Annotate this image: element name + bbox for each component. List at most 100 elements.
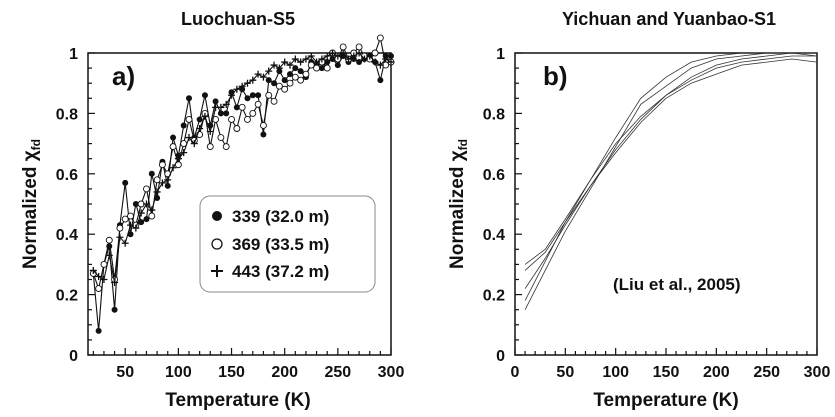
panel-a-xtick-label: 150 — [218, 364, 245, 381]
point-339 — [388, 53, 394, 60]
point-369 — [238, 103, 246, 111]
point-443 — [180, 149, 188, 157]
panel-b-letter: b) — [543, 61, 568, 91]
legend-marker-443 — [211, 265, 223, 277]
point-339 — [255, 92, 262, 99]
point-443 — [222, 100, 230, 108]
point-443 — [196, 125, 204, 132]
point-443 — [158, 179, 166, 187]
point-443 — [323, 52, 331, 60]
point-369 — [158, 161, 166, 169]
point-339 — [287, 71, 293, 78]
point-369 — [127, 212, 134, 220]
point-443 — [105, 251, 113, 259]
point-443 — [233, 85, 241, 93]
panel-b-ytick-label: 0.8 — [483, 106, 505, 123]
point-369 — [148, 212, 156, 220]
point-443 — [275, 64, 283, 72]
legend-label-339: 339 (32.0 m) — [232, 207, 329, 226]
point-443 — [259, 73, 267, 81]
point-339 — [377, 77, 384, 84]
point-443 — [137, 209, 145, 217]
point-339 — [164, 182, 171, 189]
panel-a-ylabel-main: Normalized χ — [20, 150, 41, 269]
panel-a: Luochuan-S5 a) Temperature (K) Normalize… — [20, 9, 404, 411]
point-339 — [138, 219, 145, 226]
point-443 — [291, 55, 299, 63]
panel-a-xtick-label: 100 — [165, 364, 192, 381]
point-369 — [100, 260, 108, 268]
point-339 — [186, 95, 192, 102]
point-339 — [249, 92, 256, 99]
panel-b-xtick-label: 300 — [804, 364, 831, 381]
point-443 — [190, 140, 198, 148]
point-369 — [355, 43, 363, 51]
point-339 — [244, 95, 251, 102]
point-443 — [95, 272, 103, 280]
point-443 — [265, 67, 273, 75]
citation-annotation: (Liu et al., 2005) — [613, 275, 741, 294]
panel-b-series-group — [524, 52, 818, 310]
panel-b-series-line-2 — [524, 55, 817, 271]
point-339 — [233, 104, 240, 111]
panel-a-xtick-label: 50 — [116, 364, 134, 381]
point-443 — [111, 279, 119, 287]
panel-b-ylabel-sub: fd — [456, 139, 470, 150]
point-443 — [360, 55, 368, 63]
panel-a-ylabel-sub: fd — [29, 139, 43, 150]
point-443 — [121, 239, 129, 247]
panel-b-ytick-label: 0.4 — [483, 227, 505, 244]
point-369 — [254, 100, 262, 108]
point-369 — [323, 64, 331, 72]
point-339 — [318, 65, 325, 72]
point-369 — [244, 115, 251, 123]
panel-b-xlabel: Temperature (K) — [593, 390, 738, 411]
point-339 — [148, 170, 155, 177]
panel-a-ytick-label: 0.8 — [56, 106, 78, 123]
panel-b: Yichuan and Yuanbao-S1 b) (Liu et al., 2… — [447, 9, 830, 411]
point-369 — [259, 122, 267, 129]
point-369 — [206, 143, 214, 151]
point-443 — [334, 52, 342, 60]
panel-a-xtick-label: 200 — [271, 364, 298, 381]
point-369 — [302, 70, 310, 78]
point-443 — [169, 164, 177, 172]
point-369 — [281, 85, 289, 93]
point-369 — [286, 79, 294, 87]
point-369 — [249, 109, 257, 117]
point-339 — [356, 59, 363, 66]
panel-a-letter: a) — [112, 61, 135, 91]
legend-marker-369 — [211, 238, 223, 250]
point-369 — [371, 49, 379, 57]
point-339 — [95, 327, 102, 334]
point-339 — [122, 179, 129, 186]
point-339 — [292, 65, 299, 72]
point-369 — [153, 176, 161, 184]
point-443 — [329, 49, 337, 57]
point-339 — [132, 201, 139, 207]
point-339 — [281, 77, 288, 84]
point-369 — [270, 97, 278, 105]
panel-b-ytick-label: 0.6 — [483, 167, 505, 184]
panel-a-xtick-label: 300 — [378, 364, 405, 381]
point-369 — [233, 125, 241, 132]
point-443 — [89, 266, 97, 274]
point-369 — [307, 61, 315, 69]
panel-a-ytick-label: 1 — [69, 46, 78, 63]
point-443 — [355, 49, 363, 57]
point-369 — [169, 143, 177, 151]
point-443 — [281, 58, 289, 66]
point-339 — [223, 110, 230, 117]
point-339 — [217, 110, 224, 117]
point-443 — [164, 176, 172, 184]
point-339 — [212, 98, 219, 105]
panel-a-ylabel: Normalized χfd — [20, 139, 43, 269]
point-339 — [334, 62, 341, 69]
panel-a-xlabel: Temperature (K) — [165, 390, 310, 411]
point-443 — [286, 61, 294, 69]
panel-b-series-line-1 — [524, 52, 817, 265]
legend: 339 (32.0 m) 369 (33.5 m) 443 (37.2 m) — [199, 195, 376, 293]
point-369 — [339, 43, 347, 51]
panel-b-xtick-label: 50 — [556, 364, 574, 381]
